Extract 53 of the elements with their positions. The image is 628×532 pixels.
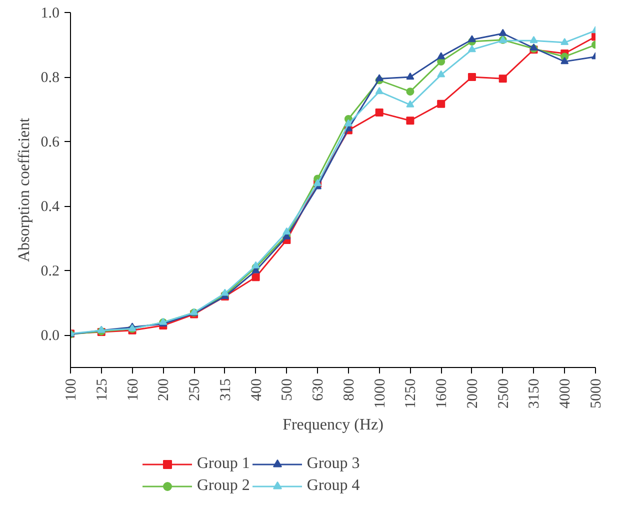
y-tick-label: 0.0 xyxy=(40,328,60,344)
point xyxy=(406,88,414,96)
point xyxy=(220,288,229,296)
point xyxy=(468,45,476,52)
point xyxy=(437,52,446,60)
point xyxy=(282,227,291,234)
point xyxy=(437,100,446,108)
point xyxy=(406,72,414,80)
y-tick-label: 1.0 xyxy=(40,6,60,22)
point xyxy=(252,273,260,282)
x-tick-label: 1000 xyxy=(372,378,388,408)
y-tick-label: 0.6 xyxy=(40,134,60,151)
legend-label: Group 2 xyxy=(197,477,250,495)
point xyxy=(560,57,569,64)
x-tick-label: 400 xyxy=(248,378,265,401)
x-tick-label: 4000 xyxy=(558,378,574,408)
y-tick-label: 0.2 xyxy=(40,264,60,280)
point xyxy=(406,100,414,108)
x-tick-label: 500 xyxy=(280,378,296,401)
x-tick-label: 160 xyxy=(125,378,142,401)
point xyxy=(375,74,384,82)
x-tick-label: 2500 xyxy=(496,378,512,408)
x-axis-title: Frequency (Hz) xyxy=(282,416,384,434)
point xyxy=(498,28,507,36)
point xyxy=(560,38,569,46)
y-tick-label: 0.4 xyxy=(40,199,60,216)
x-tick-label: 125 xyxy=(94,378,110,401)
x-tick-label: 315 xyxy=(218,378,234,401)
x-tick-label: 630 xyxy=(310,378,327,401)
legend-label: Group 4 xyxy=(306,477,360,495)
point xyxy=(437,70,446,78)
y-axis-title: Absorption coefficient xyxy=(16,117,33,262)
x-tick-label: 800 xyxy=(341,378,358,401)
point xyxy=(468,73,476,82)
x-tick-label: 5000 xyxy=(588,378,604,408)
point xyxy=(252,261,260,268)
y-tick-label: 0.8 xyxy=(40,70,60,86)
point xyxy=(406,116,414,125)
x-tick-label: 3150 xyxy=(526,378,543,408)
x-tick-label: 200 xyxy=(156,378,172,401)
point xyxy=(530,36,538,44)
x-tick-label: 250 xyxy=(187,378,204,401)
x-tick-label: 2000 xyxy=(464,378,481,408)
x-tick-label: 1600 xyxy=(434,378,450,408)
legend-label: Group 3 xyxy=(306,455,360,473)
x-tick-label: 1250 xyxy=(403,378,420,408)
point xyxy=(375,108,384,117)
legend-label: Group 1 xyxy=(197,455,250,473)
point xyxy=(375,87,384,94)
point xyxy=(468,35,476,42)
x-tick-label: 100 xyxy=(64,378,80,401)
point xyxy=(498,74,507,83)
point xyxy=(344,119,352,126)
